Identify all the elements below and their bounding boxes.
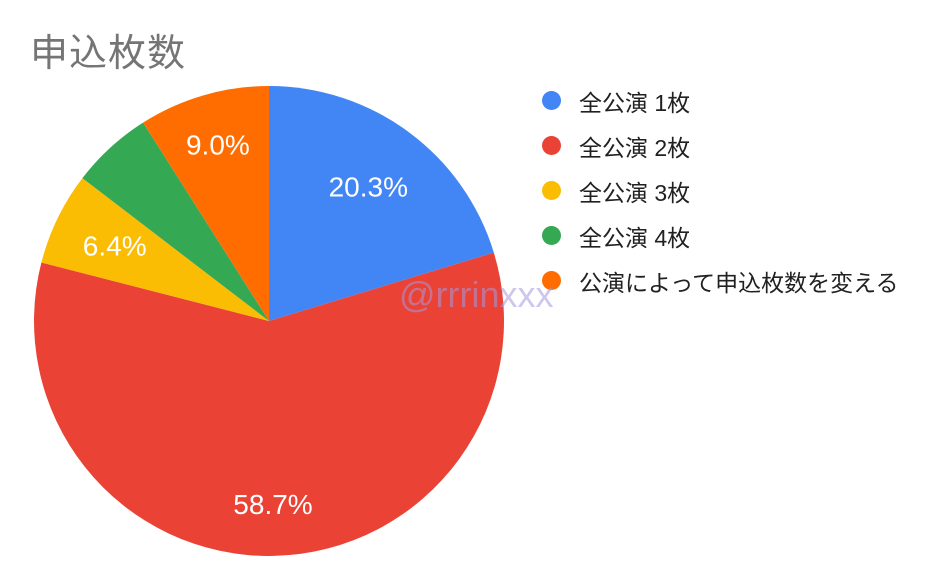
- pie-slice[interactable]: [41, 178, 269, 321]
- slice-percent-label: 58.7%: [233, 489, 312, 520]
- legend-marker-icon: [542, 181, 561, 200]
- legend-marker-icon: [542, 226, 561, 245]
- legend-label: 公演によって申込枚数を変える: [579, 269, 899, 296]
- slice-percent-label: 20.3%: [329, 171, 408, 202]
- slice-percent-label: 9.0%: [186, 130, 250, 161]
- legend-item[interactable]: 全公演 1枚: [542, 78, 898, 123]
- legend-label: 全公演 2枚: [579, 134, 691, 161]
- legend-item[interactable]: 全公演 3枚: [542, 168, 898, 213]
- legend-label: 全公演 1枚: [579, 89, 691, 116]
- chart-legend: 全公演 1枚 全公演 2枚 全公演 3枚 全公演 4枚公演によって申込枚数を変える: [542, 78, 898, 303]
- legend-marker-icon: [542, 91, 561, 110]
- pie-slice[interactable]: [269, 86, 494, 321]
- pie-slice[interactable]: [33, 252, 504, 556]
- legend-item[interactable]: 全公演 2枚: [542, 123, 898, 168]
- chart-title: 申込枚数: [30, 33, 187, 75]
- legend-label: 全公演 3枚: [579, 179, 691, 206]
- pie-slice[interactable]: [82, 122, 269, 321]
- legend-item[interactable]: 全公演 4枚: [542, 213, 898, 258]
- slice-percent-label: 6.4%: [83, 231, 147, 262]
- legend-label: 全公演 4枚: [579, 224, 691, 251]
- legend-marker-icon: [542, 136, 561, 155]
- legend-marker-icon: [542, 271, 561, 290]
- pie-slice[interactable]: [143, 86, 269, 321]
- legend-item[interactable]: 公演によって申込枚数を変える: [542, 258, 898, 303]
